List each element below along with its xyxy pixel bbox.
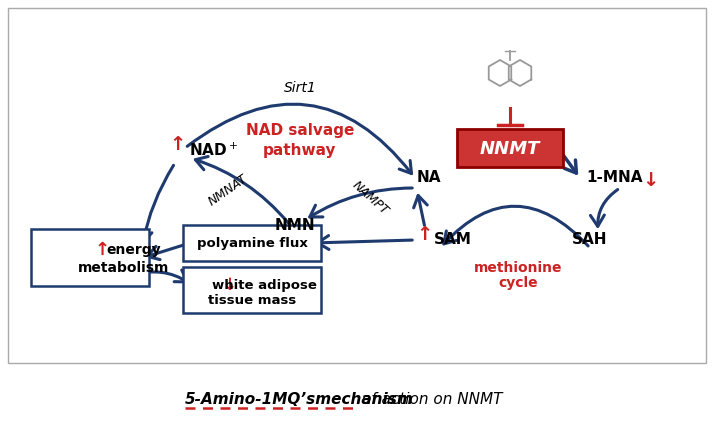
Text: polyamine flux: polyamine flux xyxy=(196,237,308,251)
Text: 1-MNA: 1-MNA xyxy=(587,171,643,185)
Text: Sirt1: Sirt1 xyxy=(283,81,316,95)
Text: energy: energy xyxy=(106,243,161,257)
Text: tissue mass: tissue mass xyxy=(208,295,296,307)
Text: cycle: cycle xyxy=(498,276,538,290)
Text: NA: NA xyxy=(417,171,441,185)
Text: metabolism: metabolism xyxy=(78,261,169,275)
FancyBboxPatch shape xyxy=(8,8,706,363)
FancyBboxPatch shape xyxy=(183,267,321,313)
Text: ↑: ↑ xyxy=(416,224,432,243)
Text: NNMT: NNMT xyxy=(480,140,540,158)
Text: NMNAT: NMNAT xyxy=(206,172,250,208)
Text: NAD$^+$: NAD$^+$ xyxy=(189,141,238,159)
Text: ↓: ↓ xyxy=(223,276,237,294)
Text: of action on NNMT: of action on NNMT xyxy=(357,393,503,408)
Text: methionine: methionine xyxy=(474,261,562,275)
FancyBboxPatch shape xyxy=(31,229,149,286)
Text: NAD salvage: NAD salvage xyxy=(246,123,354,138)
Text: ↓: ↓ xyxy=(642,171,658,190)
FancyBboxPatch shape xyxy=(457,129,563,167)
Text: SAM: SAM xyxy=(434,233,472,248)
Text: NAMPT: NAMPT xyxy=(349,178,391,218)
Text: white adipose: white adipose xyxy=(211,279,316,292)
Text: SAH: SAH xyxy=(572,233,608,248)
Text: pathway: pathway xyxy=(263,142,337,157)
Text: ↑: ↑ xyxy=(169,135,185,154)
Text: NMN: NMN xyxy=(275,218,316,233)
FancyBboxPatch shape xyxy=(183,225,321,261)
Text: 5-Amino-1MQ’smechanism: 5-Amino-1MQ’smechanism xyxy=(185,393,413,408)
Text: ↑: ↑ xyxy=(95,241,110,259)
